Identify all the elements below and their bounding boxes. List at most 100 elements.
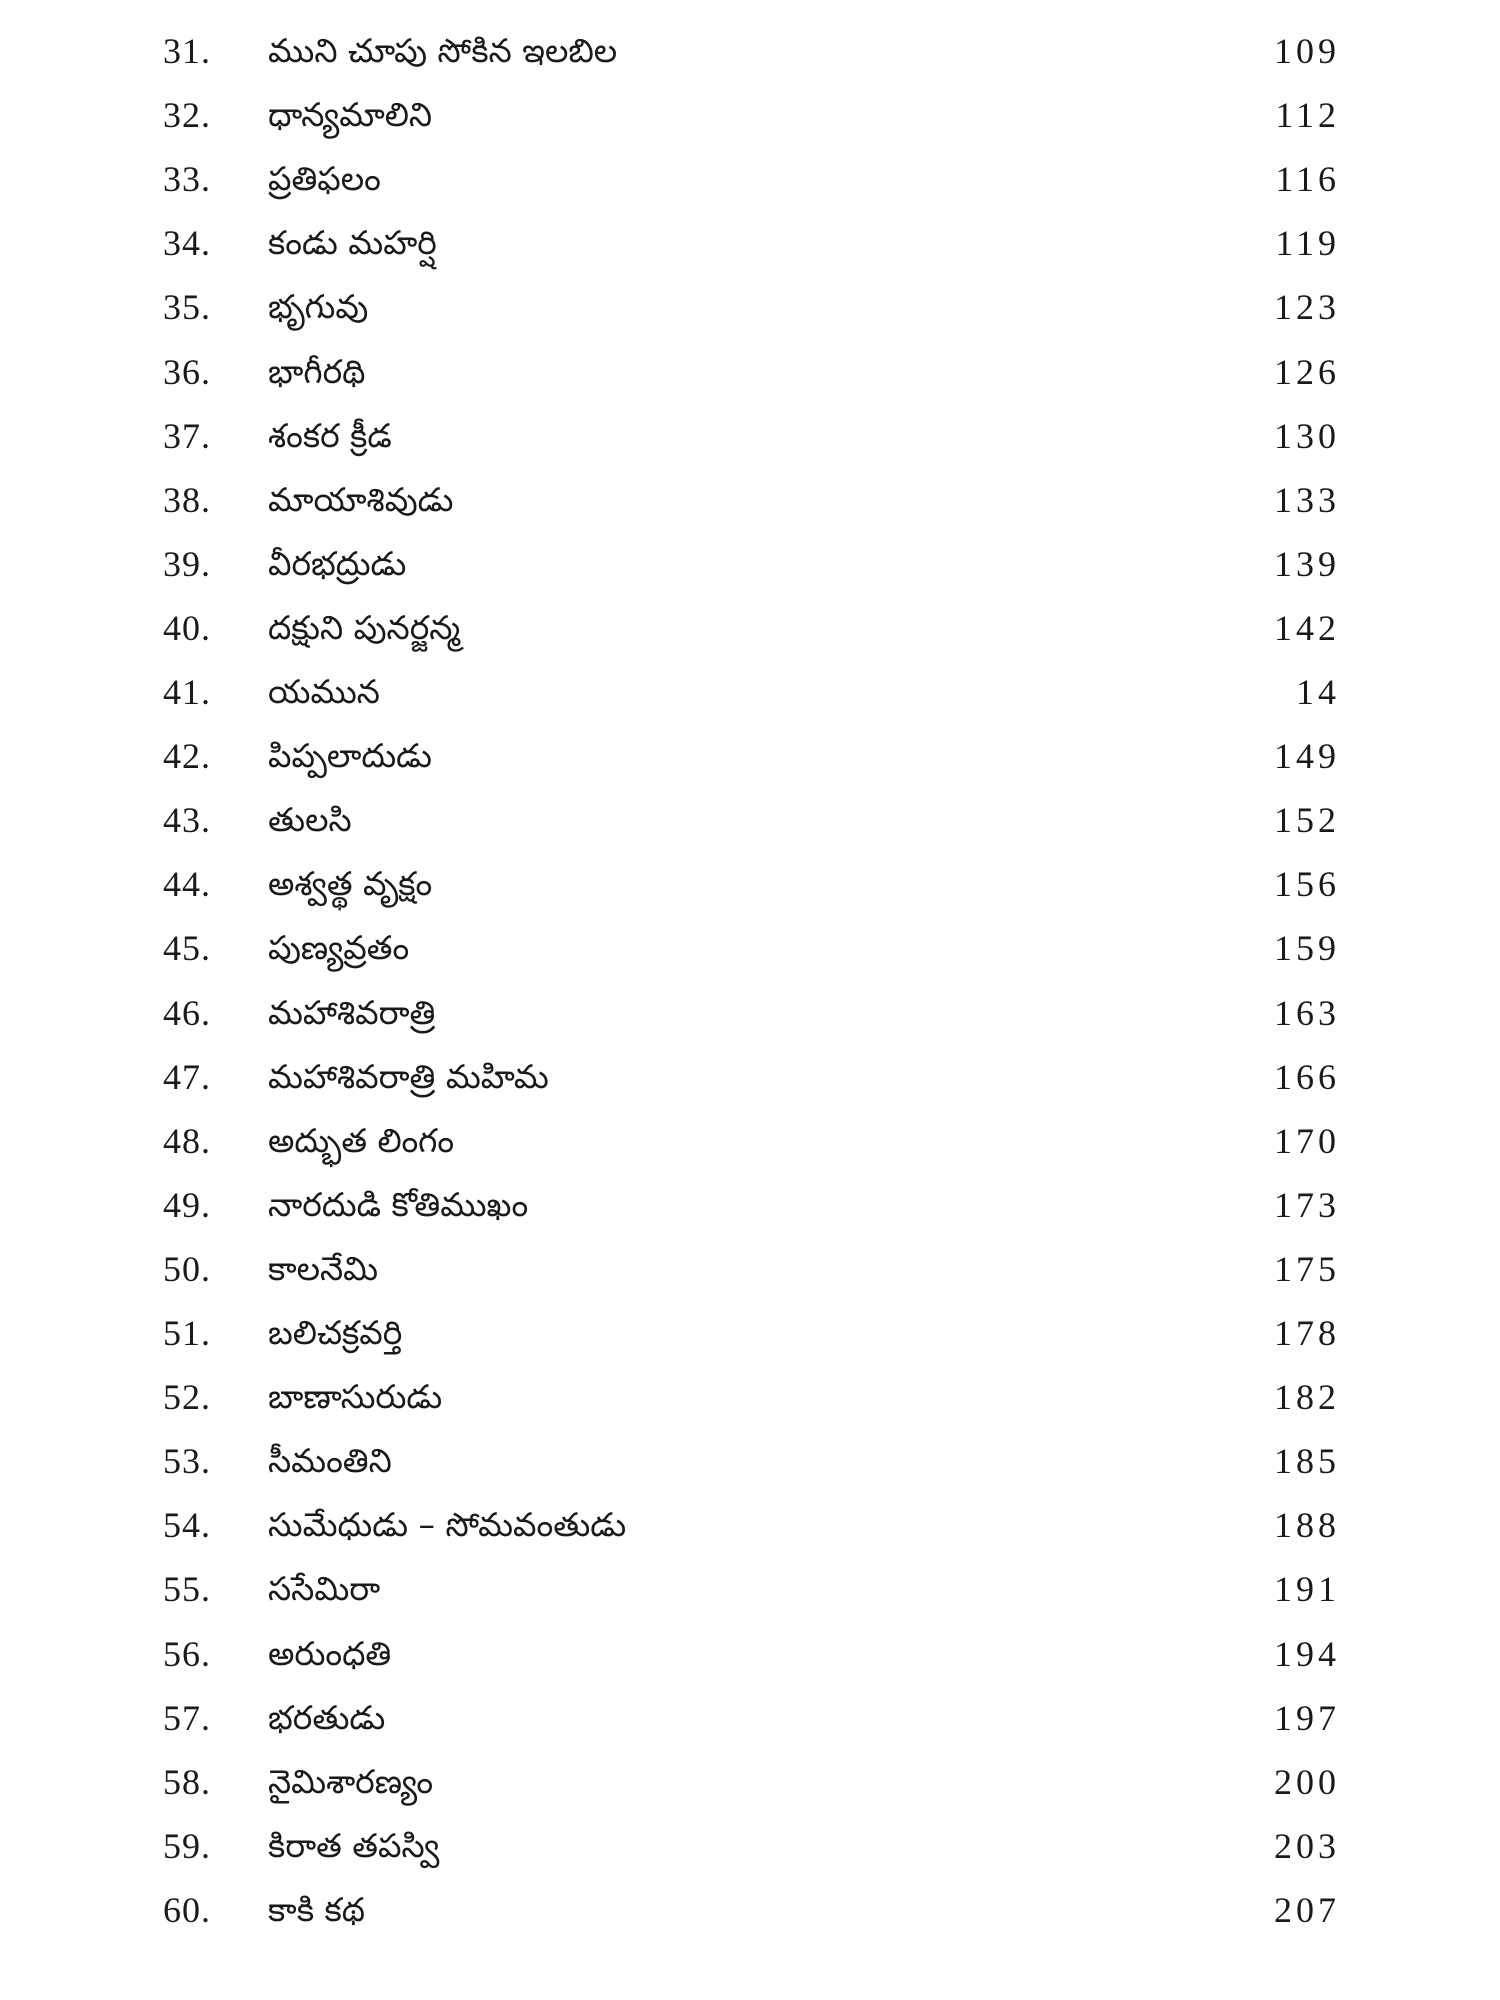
entry-number: 49.	[163, 1184, 211, 1225]
entry-page-number: 185	[1274, 1441, 1340, 1482]
entry-page-number: 188	[1274, 1505, 1340, 1546]
entry-page-number: 191	[1274, 1569, 1340, 1610]
entry-page-number: 133	[1274, 479, 1340, 520]
toc-entry: 42. పిప్పలాదుడు 149	[0, 724, 1500, 788]
toc-entry: 55. ససేమిరా 191	[0, 1557, 1500, 1621]
entry-page-number: 178	[1274, 1313, 1340, 1353]
entry-number: 36.	[163, 351, 211, 392]
entry-title: భాగీరథి	[268, 351, 366, 391]
toc-entry: 40. దక్షుని పునర్జన్మ 142	[0, 596, 1500, 660]
entry-title: దక్షుని పునర్జన్మ	[268, 607, 461, 647]
entry-page-number: 159	[1274, 928, 1340, 969]
entry-title: భృగువు	[268, 287, 369, 327]
entry-page-number: 152	[1274, 800, 1340, 841]
toc-entry: 57. భరతుడు 197	[0, 1686, 1500, 1750]
entry-title: నైమిశారణ్యం	[268, 1761, 434, 1801]
entry-number: 38.	[163, 479, 211, 520]
entry-title: బలిచక్రవర్తి	[268, 1313, 403, 1352]
entry-title: బాణాసురుడు	[268, 1377, 443, 1417]
entry-page-number: 175	[1274, 1248, 1340, 1289]
entry-page-number: 203	[1274, 1825, 1340, 1866]
entry-number: 39.	[163, 543, 211, 584]
toc-entry: 36. భాగీరథి 126	[0, 340, 1500, 404]
entry-page-number: 123	[1274, 287, 1340, 328]
entry-title: పుణ్యవ్రతం	[268, 928, 410, 968]
entry-number: 55.	[163, 1569, 211, 1610]
entry-title: అరుంధతి	[268, 1633, 392, 1673]
entry-number: 42.	[163, 736, 211, 777]
toc-entry: 33. ప్రతిఫలం 116	[0, 147, 1500, 211]
entry-number: 57.	[163, 1697, 211, 1738]
entry-title: యమున	[268, 672, 380, 711]
toc-entry: 46. మహాశివరాత్రి 163	[0, 981, 1500, 1045]
entry-page-number: 119	[1275, 223, 1340, 264]
entry-title: మాయాశివుడు	[268, 479, 454, 519]
entry-title: అద్భుత లింగం	[268, 1120, 455, 1160]
toc-entry: 54. సుమేధుడు – సోమవంతుడు 188	[0, 1493, 1500, 1557]
entry-number: 37.	[163, 415, 211, 456]
entry-page-number: 149	[1274, 736, 1340, 777]
entry-page-number: 173	[1274, 1184, 1340, 1225]
entry-page-number: 139	[1274, 543, 1340, 584]
toc-entry: 49. నారదుడి కోతిముఖం 173	[0, 1173, 1500, 1237]
entry-page-number: 126	[1274, 351, 1340, 392]
entry-page-number: 142	[1274, 607, 1340, 648]
toc-entry: 56. అరుంధతి 194	[0, 1622, 1500, 1686]
entry-number: 54.	[163, 1505, 211, 1546]
entry-title: కిరాత తపస్వి	[268, 1825, 440, 1865]
entry-number: 53.	[163, 1441, 211, 1482]
toc-entry: 43. తులసి 152	[0, 788, 1500, 852]
entry-title: భరతుడు	[268, 1697, 386, 1737]
entry-page-number: 109	[1274, 31, 1340, 71]
entry-number: 56.	[163, 1633, 211, 1674]
entry-number: 34.	[163, 223, 211, 264]
entry-title: తులసి	[268, 800, 352, 840]
toc-entry: 35. భృగువు 123	[0, 275, 1500, 339]
entry-page-number: 166	[1274, 1056, 1340, 1097]
toc-entry: 32. ధాన్యమాలిని 112	[0, 83, 1500, 147]
entry-page-number: 156	[1274, 864, 1340, 905]
entry-number: 58.	[163, 1761, 211, 1802]
entry-number: 33.	[163, 159, 211, 200]
entry-number: 60.	[163, 1889, 211, 1930]
toc-entry: 41. యమున 14	[0, 660, 1500, 724]
entry-title: సీమంతిని	[268, 1441, 392, 1481]
entry-title: సుమేధుడు – సోమవంతుడు	[268, 1505, 627, 1545]
entry-title: కాకి కథ	[268, 1889, 366, 1929]
entry-page-number: 197	[1274, 1697, 1340, 1738]
entry-page-number: 207	[1274, 1889, 1340, 1930]
toc-entry: 53. సీమంతిని 185	[0, 1429, 1500, 1493]
toc-entry: 31. ముని చూపు సోకిన ఇలబిల 109	[0, 19, 1500, 83]
entry-page-number: 112	[1275, 95, 1340, 136]
entry-page-number: 200	[1274, 1761, 1340, 1802]
toc-entry: 39. వీరభద్రుడు 139	[0, 532, 1500, 596]
entry-number: 52.	[163, 1377, 211, 1418]
entry-title: శంకర క్రీడ	[268, 415, 392, 455]
entry-page-number: 170	[1274, 1120, 1340, 1161]
toc-entry: 51. బలిచక్రవర్తి 178	[0, 1301, 1500, 1365]
toc-entry: 58. నైమిశారణ్యం 200	[0, 1750, 1500, 1814]
toc-entry: 59. కిరాత తపస్వి 203	[0, 1814, 1500, 1878]
toc-entry: 48. అద్భుత లింగం 170	[0, 1109, 1500, 1173]
entry-page-number: 163	[1274, 992, 1340, 1033]
entry-title: ప్రతిఫలం	[268, 159, 381, 199]
entry-title: ధాన్యమాలిని	[268, 95, 433, 135]
entry-page-number: 130	[1274, 415, 1340, 456]
entry-title: వీరభద్రుడు	[268, 543, 407, 583]
entry-title: కండు మహర్షి	[268, 223, 437, 263]
entry-title: కాలనేమి	[268, 1248, 379, 1288]
entry-number: 51.	[163, 1313, 211, 1353]
entry-number: 48.	[163, 1120, 211, 1161]
entry-number: 43.	[163, 800, 211, 841]
entry-number: 35.	[163, 287, 211, 328]
entry-number: 44.	[163, 864, 211, 905]
entry-number: 31.	[163, 31, 211, 71]
entry-title: పిప్పలాదుడు	[268, 736, 432, 776]
entry-number: 47.	[163, 1056, 211, 1097]
entry-title: అశ్వత్థ వృక్షం	[268, 864, 433, 904]
entry-title: నారదుడి కోతిముఖం	[268, 1184, 529, 1224]
toc-entry: 44. అశ్వత్థ వృక్షం 156	[0, 852, 1500, 916]
entry-title: మహాశివరాత్రి మహిమ	[268, 1056, 549, 1096]
entry-page-number: 194	[1274, 1633, 1340, 1674]
entry-page-number: 182	[1274, 1377, 1340, 1418]
